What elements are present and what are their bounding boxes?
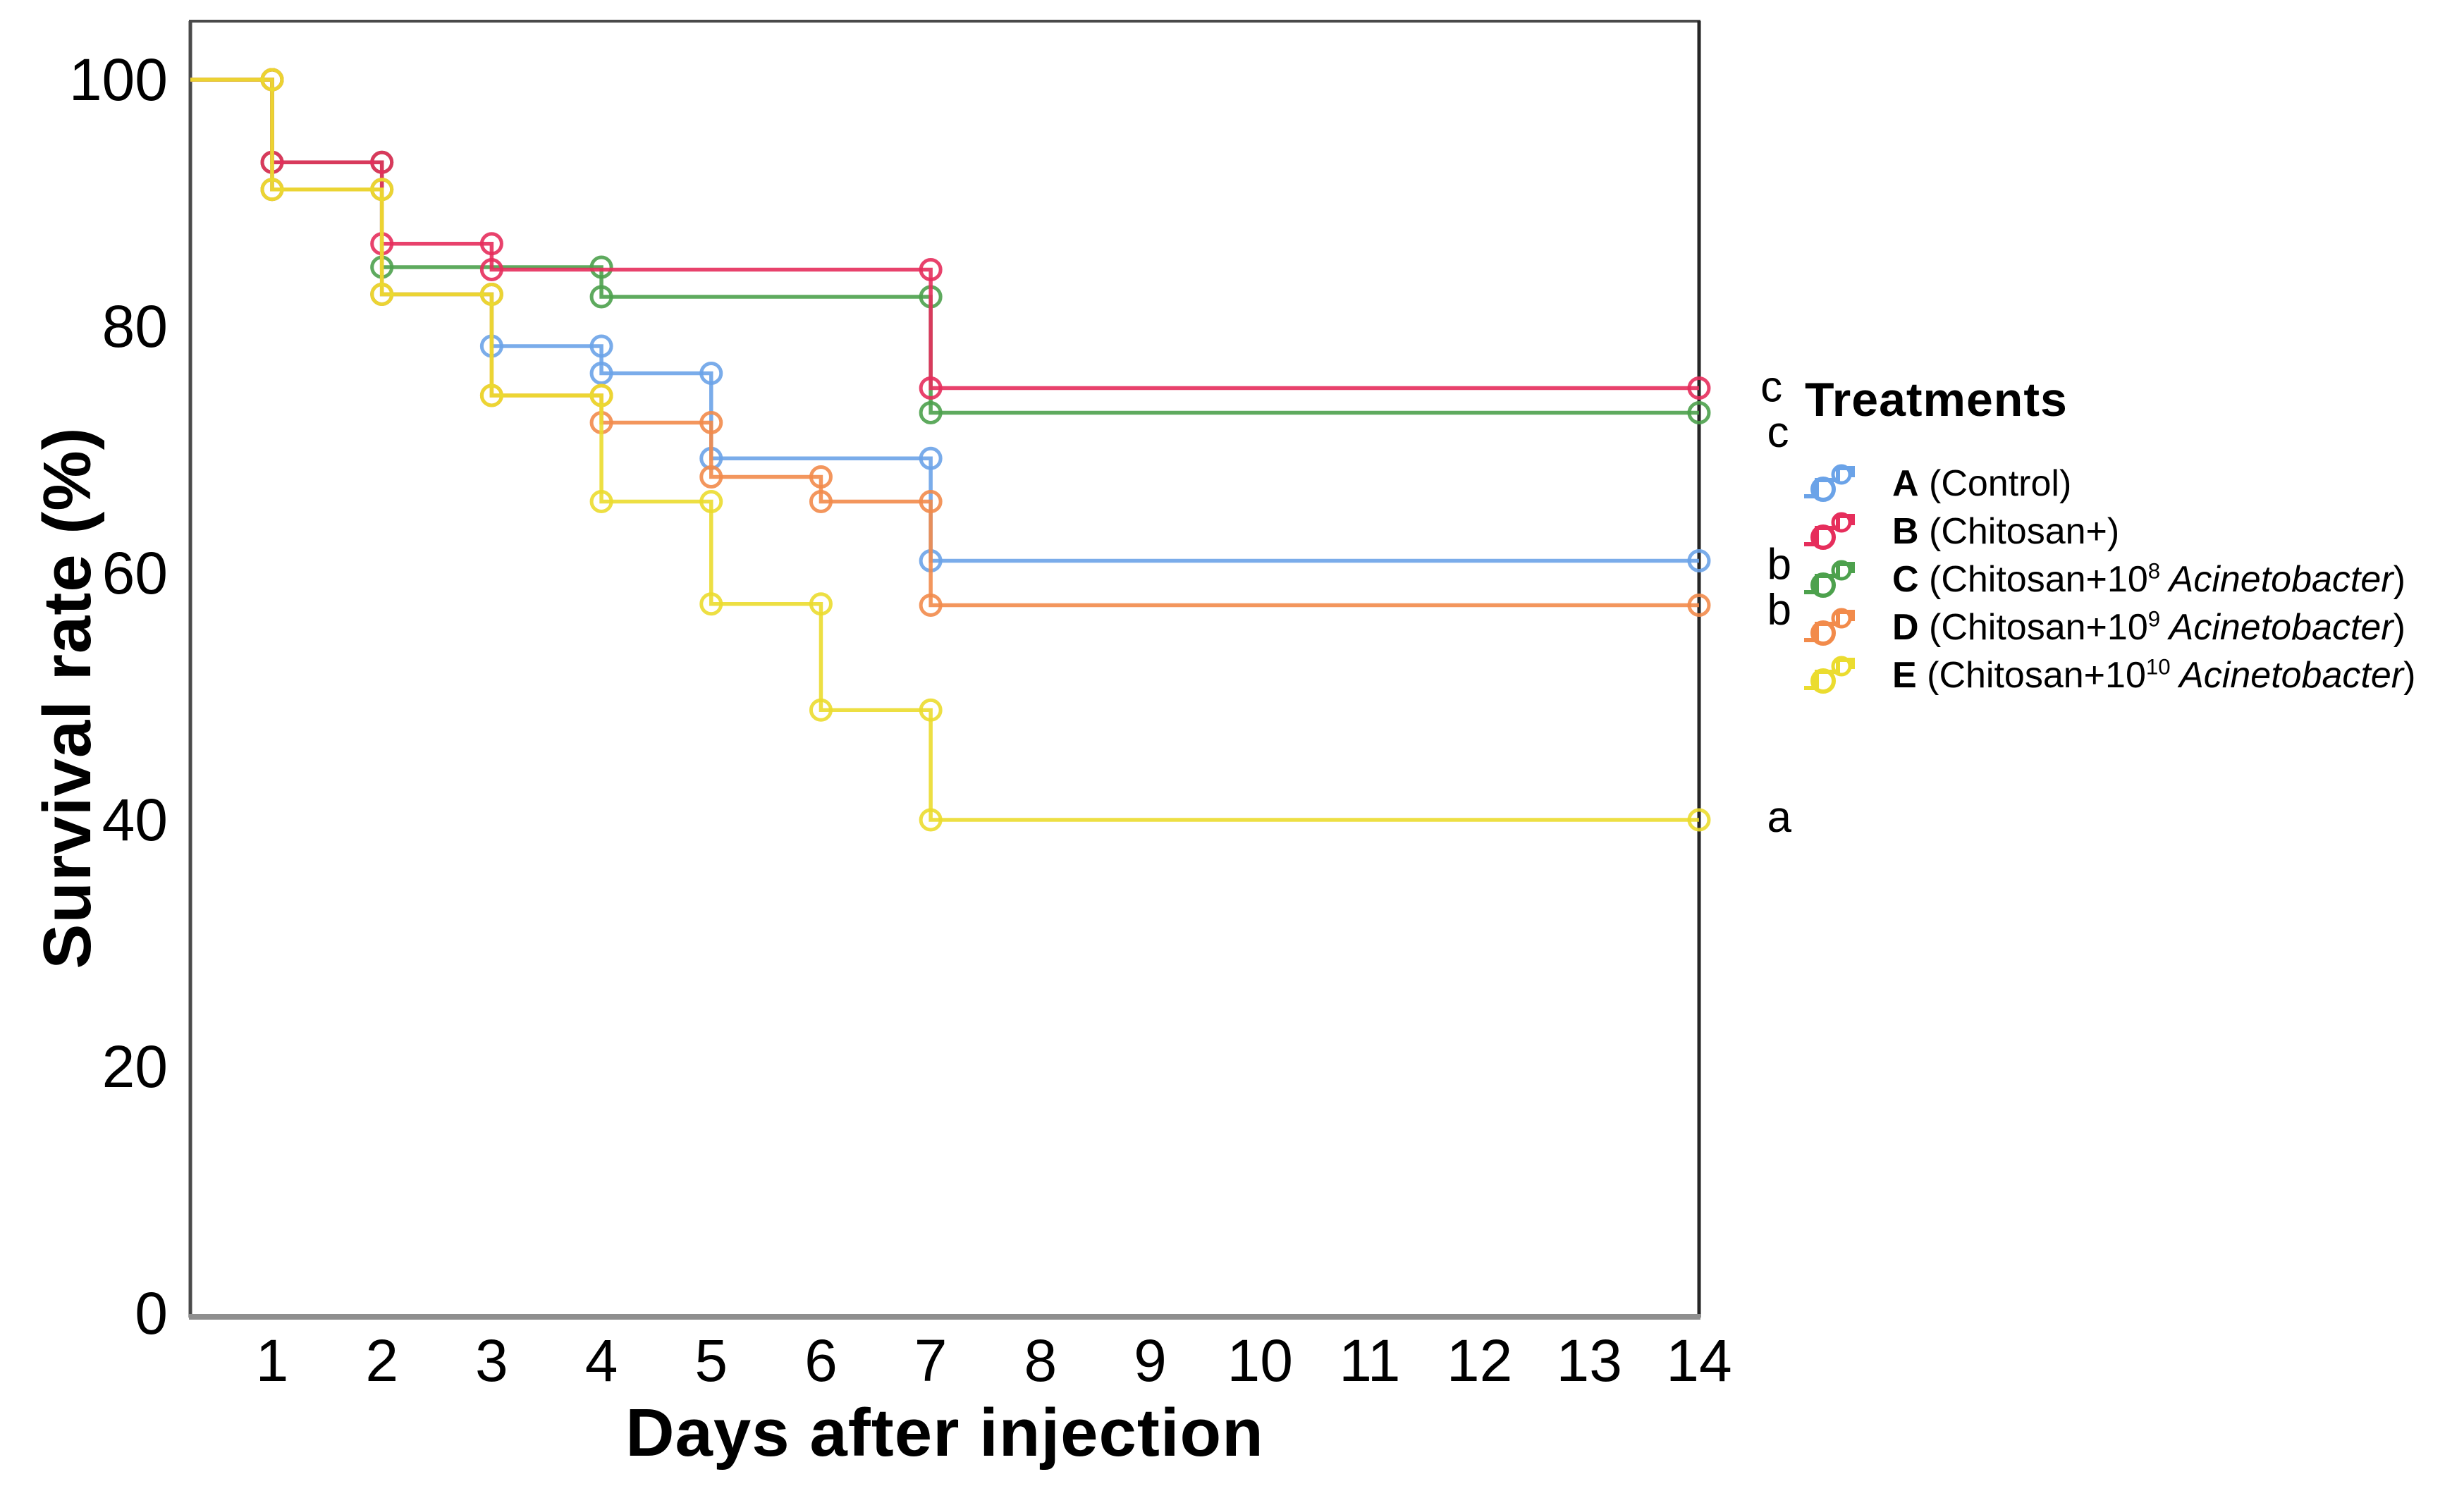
data-point-marker xyxy=(370,178,394,202)
legend-title: Treatments xyxy=(1805,373,2068,426)
data-point-marker xyxy=(479,283,503,306)
x-tick-label-3: 3 xyxy=(475,1327,508,1394)
data-point-marker xyxy=(589,285,613,309)
data-point-marker xyxy=(1687,376,1711,400)
legend-key-C-icon xyxy=(1804,560,1855,598)
data-point-marker xyxy=(589,334,613,358)
significance-letter-4: a xyxy=(1767,793,1791,842)
data-point-marker xyxy=(370,283,394,306)
data-point-marker xyxy=(699,490,723,513)
x-tick-label-1: 1 xyxy=(256,1327,289,1394)
series-C-line xyxy=(190,78,1699,415)
legend-item-C: C (Chitosan+108 Acinetobacter) xyxy=(1802,555,2415,603)
legend-item-label: C (Chitosan+108 Acinetobacter) xyxy=(1892,558,2405,600)
data-point-marker xyxy=(589,383,613,407)
x-tick-label-8: 8 xyxy=(1024,1327,1057,1394)
legend-item-D: D (Chitosan+109 Acinetobacter) xyxy=(1802,603,2415,651)
data-point-marker xyxy=(260,68,284,92)
data-point-marker xyxy=(809,592,833,616)
x-tick-label-9: 9 xyxy=(1134,1327,1167,1394)
legend-item-label: E (Chitosan+1010 Acinetobacter) xyxy=(1892,654,2416,696)
data-point-marker xyxy=(699,465,723,489)
y-tick-label-80: 80 xyxy=(102,293,168,360)
data-point-marker xyxy=(699,411,723,434)
x-tick-label-6: 6 xyxy=(804,1327,838,1394)
data-point-marker xyxy=(919,258,943,281)
series-E-markers xyxy=(260,68,1711,832)
x-tick-label-5: 5 xyxy=(694,1327,728,1394)
data-point-marker xyxy=(919,808,943,832)
y-tick-label-60: 60 xyxy=(102,540,168,606)
data-point-marker xyxy=(699,592,723,616)
data-point-marker xyxy=(919,490,943,513)
x-tick-label-10: 10 xyxy=(1227,1327,1292,1394)
y-tick-label-0: 0 xyxy=(135,1280,168,1346)
data-point-marker xyxy=(479,383,503,407)
series-B-markers xyxy=(260,68,1711,400)
series-C-markers xyxy=(260,68,1711,424)
series-A-line xyxy=(190,78,1699,563)
legend-key-B-icon xyxy=(1804,512,1855,550)
x-tick-label-4: 4 xyxy=(585,1327,618,1394)
data-point-marker xyxy=(919,698,943,722)
y-tick-label-20: 20 xyxy=(102,1033,168,1100)
y-tick-label-40: 40 xyxy=(102,787,168,853)
data-point-marker xyxy=(1687,401,1711,424)
legend-item-label: B (Chitosan+) xyxy=(1892,511,2120,552)
x-tick-label-13: 13 xyxy=(1557,1327,1622,1394)
x-tick-label-7: 7 xyxy=(914,1327,948,1394)
series-D-line xyxy=(190,78,1699,608)
data-point-marker xyxy=(589,255,613,279)
significance-letter-2: b xyxy=(1767,540,1791,589)
data-point-marker xyxy=(589,490,613,513)
data-point-marker xyxy=(919,401,943,424)
data-point-marker xyxy=(589,362,613,385)
legend-item-E: E (Chitosan+1010 Acinetobacter) xyxy=(1802,651,2415,699)
legend-item-A: A (Control) xyxy=(1802,460,2415,508)
data-point-marker xyxy=(919,376,943,400)
data-point-marker xyxy=(919,446,943,470)
legend-key-A-icon xyxy=(1804,464,1855,502)
data-point-marker xyxy=(1687,594,1711,617)
series-D-markers xyxy=(260,68,1711,617)
legend-item-label: D (Chitosan+109 Acinetobacter) xyxy=(1892,606,2405,648)
data-point-marker xyxy=(809,490,833,513)
data-point-marker xyxy=(260,178,284,202)
data-point-marker xyxy=(699,362,723,385)
data-point-marker xyxy=(1687,808,1711,832)
series-E-line xyxy=(190,78,1699,822)
x-tick-label-2: 2 xyxy=(365,1327,398,1394)
significance-letter-1: c xyxy=(1767,408,1789,457)
data-point-marker xyxy=(479,232,503,256)
x-tick-label-12: 12 xyxy=(1447,1327,1512,1394)
data-point-marker xyxy=(370,150,394,174)
legend-key-E-icon xyxy=(1804,656,1855,694)
legend-item-label: A (Control) xyxy=(1892,463,2072,504)
legend-item-B: B (Chitosan+) xyxy=(1802,508,2415,555)
series-A-markers xyxy=(260,68,1711,572)
data-point-marker xyxy=(809,465,833,489)
y-axis-title: Survival rate (%) xyxy=(30,426,105,969)
x-axis-title: Days after injection xyxy=(625,1395,1264,1471)
legend-key-D-icon xyxy=(1804,608,1855,646)
x-tick-label-14: 14 xyxy=(1666,1327,1731,1394)
series-B-line xyxy=(190,78,1699,391)
legend: Treatments A (Control) B (Chitosan+) C (Ch… xyxy=(1802,372,2415,699)
data-point-marker xyxy=(809,698,833,722)
data-point-marker xyxy=(1687,549,1711,572)
y-tick-label-100: 100 xyxy=(69,47,168,113)
data-point-marker xyxy=(919,594,943,617)
legend-rows: A (Control) B (Chitosan+) C (Chitosan+108 … xyxy=(1802,460,2415,699)
x-tick-label-11: 11 xyxy=(1339,1327,1400,1394)
data-point-marker xyxy=(479,258,503,281)
significance-letter-3: b xyxy=(1767,586,1791,634)
significance-letter-0: c xyxy=(1760,362,1782,411)
